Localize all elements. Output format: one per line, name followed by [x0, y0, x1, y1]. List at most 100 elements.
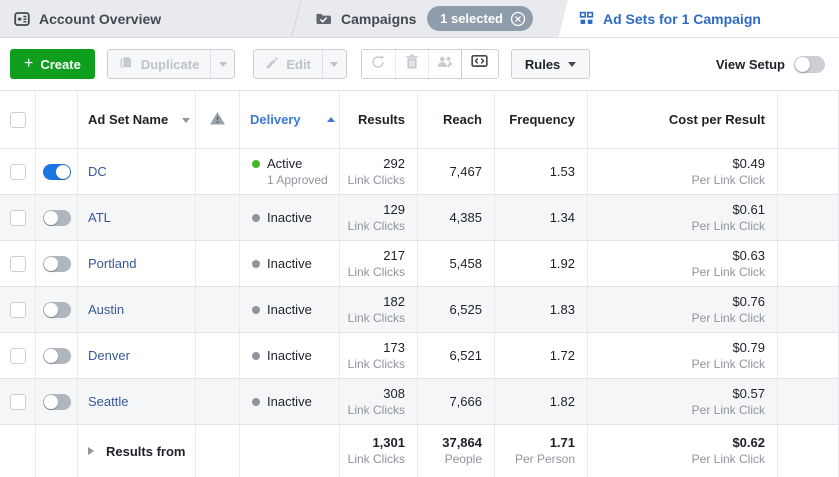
- row-blank-cell: [778, 241, 839, 286]
- row-results-cell: 129 Link Clicks: [340, 195, 418, 240]
- view-setup-label: View Setup: [715, 56, 785, 72]
- pixel-button[interactable]: [460, 50, 498, 78]
- refresh-icon: [370, 54, 386, 75]
- chevron-down-icon: [218, 62, 227, 71]
- row-warning-cell: [196, 333, 240, 378]
- duplicate-icon: [119, 55, 134, 73]
- row-checkbox[interactable]: [9, 347, 26, 364]
- header-results-cell[interactable]: Results: [340, 91, 418, 148]
- row-frequency-cell: 1.92: [495, 241, 588, 286]
- plus-icon: +: [24, 55, 34, 72]
- status-toggle[interactable]: [42, 163, 71, 180]
- frequency-value: 1.34: [549, 210, 575, 225]
- table-row: Portland Inactive 217 Link Clicks 5,458 …: [0, 241, 839, 287]
- chevron-down-icon: [330, 62, 339, 71]
- edit-button[interactable]: Edit: [254, 50, 322, 78]
- row-warning-cell: [196, 241, 240, 286]
- frequency-value: 1.92: [549, 256, 575, 271]
- cost-sublabel: Per Link Click: [691, 310, 765, 325]
- tab-bar: Account Overview Campaigns 1 selected Ad…: [0, 0, 839, 38]
- footer-blank-cell: [778, 425, 839, 477]
- status-toggle[interactable]: [42, 301, 71, 318]
- row-reach-cell: 7,666: [418, 379, 495, 424]
- row-reach-cell: 7,467: [418, 149, 495, 194]
- tab-adsets[interactable]: Ad Sets for 1 Campaign: [561, 0, 839, 37]
- status-dot: [252, 159, 260, 168]
- header-reach-label: Reach: [442, 112, 482, 127]
- footer-reach-sublabel: People: [444, 452, 482, 466]
- results-sublabel: Link Clicks: [347, 356, 405, 371]
- row-toggle-cell: [36, 287, 78, 332]
- footer-reach-cell: 37,864 People: [418, 425, 495, 477]
- tab-account-overview[interactable]: Account Overview: [0, 0, 296, 37]
- refresh-button[interactable]: [362, 50, 395, 78]
- duplicate-button[interactable]: Duplicate: [108, 50, 211, 78]
- create-button[interactable]: + Create: [10, 49, 95, 79]
- row-delivery-cell: Inactive: [240, 287, 340, 332]
- footer-frequency-value: 1.71: [549, 435, 575, 450]
- edit-dropdown-button[interactable]: [321, 50, 346, 78]
- adset-name-link[interactable]: Denver: [88, 348, 130, 363]
- header-name-label: Ad Set Name: [88, 112, 169, 127]
- row-blank-cell: [778, 333, 839, 378]
- adset-name-link[interactable]: Portland: [88, 256, 137, 271]
- table-row: Seattle Inactive 308 Link Clicks 7,666 1…: [0, 379, 839, 425]
- reach-value: 7,467: [449, 164, 482, 179]
- row-checkbox[interactable]: [9, 209, 26, 226]
- adset-name-link[interactable]: Seattle: [88, 394, 129, 409]
- header-delivery-cell[interactable]: Delivery: [240, 91, 340, 148]
- row-blank-cell: [778, 379, 839, 424]
- row-checkbox[interactable]: [9, 301, 26, 318]
- selected-count-label: 1 selected: [440, 11, 503, 26]
- status-label: Inactive: [267, 301, 312, 317]
- cost-value: $0.57: [732, 385, 765, 401]
- footer-warning-cell: [196, 425, 240, 477]
- status-toggle[interactable]: [42, 393, 71, 410]
- selected-count-badge[interactable]: 1 selected: [427, 6, 533, 31]
- row-checkbox-cell: [0, 379, 36, 424]
- row-checkbox[interactable]: [9, 255, 26, 272]
- row-frequency-cell: 1.53: [495, 149, 588, 194]
- row-delivery-cell: Inactive: [240, 195, 340, 240]
- close-icon[interactable]: [510, 11, 526, 27]
- footer-results-cell: 1,301 Link Clicks: [340, 425, 418, 477]
- status-toggle[interactable]: [42, 347, 71, 364]
- row-toggle-cell: [36, 333, 78, 378]
- tab-campaigns[interactable]: Campaigns 1 selected: [297, 0, 561, 37]
- row-delivery-cell: Inactive: [240, 379, 340, 424]
- frequency-value: 1.82: [549, 394, 575, 409]
- status-toggle[interactable]: [42, 209, 71, 226]
- reach-value: 4,385: [449, 210, 482, 225]
- create-button-label: Create: [40, 56, 81, 72]
- results-sublabel: Link Clicks: [347, 310, 405, 325]
- reach-value: 6,525: [449, 302, 482, 317]
- header-cost-cell[interactable]: Cost per Result: [588, 91, 778, 148]
- status-toggle[interactable]: [42, 255, 71, 272]
- row-checkbox[interactable]: [9, 163, 26, 180]
- reach-value: 7,666: [449, 394, 482, 409]
- rules-button-label: Rules: [524, 56, 561, 72]
- results-sublabel: Link Clicks: [347, 218, 405, 233]
- adset-name-link[interactable]: Austin: [88, 302, 125, 317]
- expand-icon[interactable]: [88, 447, 98, 455]
- view-setup-toggle[interactable]: [794, 55, 825, 73]
- header-name-cell[interactable]: Ad Set Name: [78, 91, 196, 148]
- status-dot: [252, 259, 260, 268]
- adset-name-link[interactable]: ATL: [88, 210, 111, 225]
- row-checkbox[interactable]: [9, 393, 26, 410]
- row-delivery-cell: Inactive: [240, 333, 340, 378]
- header-frequency-cell[interactable]: Frequency: [495, 91, 588, 148]
- rules-button[interactable]: Rules: [510, 49, 591, 79]
- adset-name-link[interactable]: DC: [88, 164, 107, 179]
- row-cost-cell: $0.79 Per Link Click: [588, 333, 778, 378]
- cost-value: $0.61: [732, 201, 765, 217]
- audience-button[interactable]: [427, 50, 461, 78]
- row-frequency-cell: 1.34: [495, 195, 588, 240]
- results-value: 173: [383, 339, 405, 355]
- select-all-checkbox[interactable]: [9, 111, 26, 128]
- footer-delivery-cell: [240, 425, 340, 477]
- delete-button[interactable]: [394, 50, 428, 78]
- duplicate-dropdown-button[interactable]: [210, 50, 234, 78]
- row-frequency-cell: 1.72: [495, 333, 588, 378]
- header-reach-cell[interactable]: Reach: [418, 91, 495, 148]
